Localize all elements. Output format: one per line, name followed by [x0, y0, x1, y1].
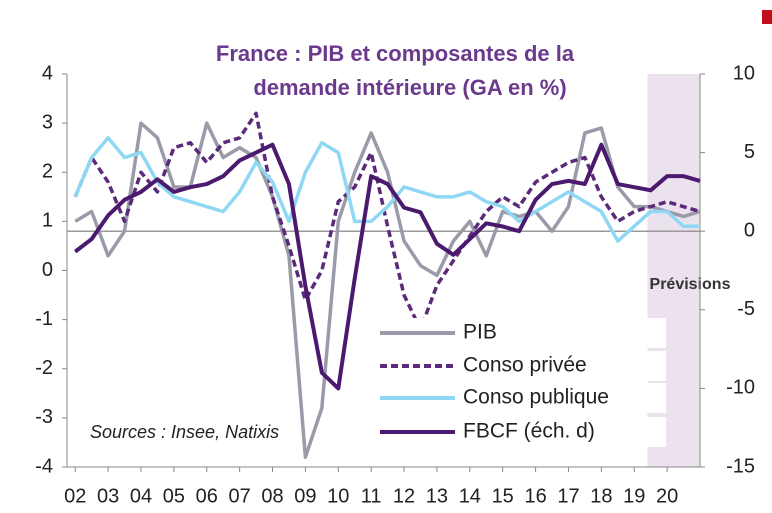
- y-tick-label: -3: [35, 406, 53, 428]
- y-tick-label: 3: [42, 111, 53, 133]
- y-tick-label: -1: [35, 308, 53, 330]
- x-tick-label: 14: [459, 485, 481, 507]
- sources-note: Sources : Insee, Natixis: [90, 422, 279, 442]
- series-line: [74, 121, 701, 459]
- y-tick-label: 0: [42, 259, 53, 281]
- forecast-label: Prévisions: [650, 276, 731, 293]
- x-tick-label: 18: [590, 485, 612, 507]
- x-tick-label: 11: [361, 485, 382, 507]
- legend-label: Conso privée: [463, 354, 587, 377]
- series-line: [73, 136, 700, 243]
- y-tick-label: 4: [42, 62, 53, 84]
- x-tick-label: 07: [229, 485, 251, 507]
- y-tick-label: 2: [42, 161, 53, 183]
- x-tick-label: 05: [163, 485, 185, 507]
- y-tick-label: -4: [35, 455, 53, 477]
- x-tick-label: 09: [294, 485, 316, 507]
- x-tick-label: 10: [327, 485, 349, 507]
- y2-tick-label: -5: [737, 298, 755, 320]
- chart-title: France : PIB et composantes de la: [216, 41, 575, 66]
- series-line: [73, 111, 701, 332]
- x-tick-label: 20: [656, 485, 678, 507]
- x-tick-label: 12: [393, 485, 415, 507]
- chart-title: demande intérieure (GA en %): [253, 75, 566, 100]
- y2-tick-label: 10: [733, 62, 755, 84]
- legend-label: Conso publique: [463, 386, 609, 409]
- legend-label: PIB: [463, 321, 497, 344]
- x-tick-label: 06: [196, 485, 218, 507]
- x-tick-label: 13: [426, 485, 448, 507]
- corner-mark: [762, 10, 772, 24]
- y2-tick-label: -10: [726, 377, 755, 399]
- y2-tick-label: 0: [744, 219, 755, 241]
- x-tick-label: 16: [524, 485, 546, 507]
- x-tick-label: 17: [557, 485, 579, 507]
- x-tick-label: 15: [492, 485, 514, 507]
- y2-tick-label: -15: [726, 455, 755, 477]
- y-tick-label: -2: [35, 357, 53, 379]
- y-tick-label: 1: [42, 210, 53, 232]
- x-tick-label: 03: [97, 485, 119, 507]
- x-tick-label: 02: [64, 485, 86, 507]
- legend-label: FBCF (éch. d): [463, 420, 595, 443]
- x-tick-label: 19: [623, 485, 645, 507]
- x-tick-label: 04: [130, 485, 152, 507]
- x-tick-label: 08: [261, 485, 283, 507]
- series-line: [74, 142, 701, 391]
- y2-tick-label: 5: [744, 141, 755, 163]
